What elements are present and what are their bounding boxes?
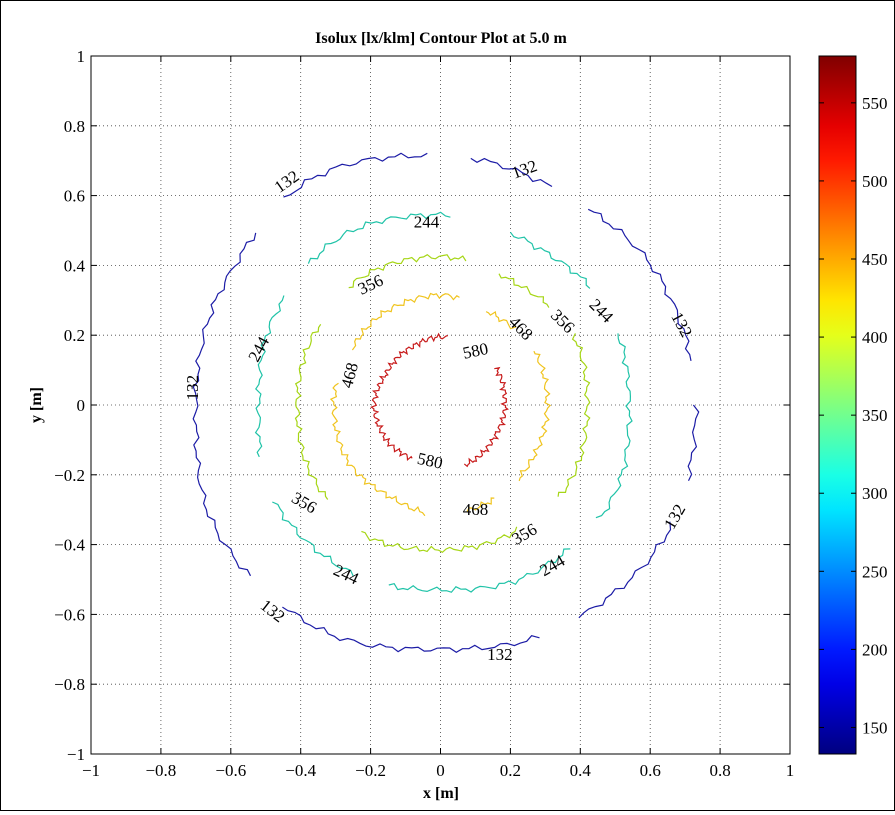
contour-line-468	[518, 350, 552, 482]
contour-line-356	[498, 273, 550, 308]
y-tick-label: 1	[77, 47, 86, 66]
contour-line-468	[351, 292, 460, 351]
y-tick-label: 0.4	[64, 256, 86, 275]
contour-label-132: 132	[183, 375, 202, 401]
contour-line-468	[329, 382, 426, 517]
contour-line-244	[254, 295, 285, 458]
colorbar-tick-label: 500	[862, 172, 888, 191]
contour-label-580: 580	[461, 339, 490, 363]
contour-line-468	[485, 311, 517, 330]
contour-label-580: 580	[416, 449, 445, 473]
x-tick-label: 0.2	[500, 761, 521, 780]
contour-label-244: 244	[414, 212, 440, 231]
x-tick-label: 0	[436, 761, 445, 780]
contour-line-580	[370, 332, 449, 462]
colorbar-tick-label: 200	[862, 640, 888, 659]
contour-line-132	[587, 208, 692, 362]
colorbar-tick-label: 250	[862, 562, 888, 581]
x-tick-label: −0.6	[215, 761, 246, 780]
y-tick-label: 0	[77, 396, 86, 415]
contour-line-132	[192, 232, 257, 577]
chart-title: Isolux [lx/klm] Contour Plot at 5.0 m	[315, 30, 567, 47]
colorbar-tick-label: 350	[862, 406, 888, 425]
x-tick-label: 0.6	[640, 761, 661, 780]
contour-line-244	[595, 333, 633, 519]
colorbar: 150 200 250 300 350 400 450 500 550	[818, 55, 888, 755]
colorbar-tick-label: 550	[862, 94, 888, 113]
contour-line-132	[578, 521, 672, 619]
grid-lines	[91, 56, 790, 754]
y-tick-label: −0.8	[54, 675, 85, 694]
y-tick-label: −0.6	[54, 605, 85, 624]
y-tick-label: 0.6	[64, 187, 85, 206]
colorbar-tick-label: 400	[862, 328, 888, 347]
y-tick-label: 0.8	[64, 117, 85, 136]
colorbar-tick-label: 300	[862, 484, 888, 503]
contour-label-132: 132	[487, 645, 513, 664]
contour-line-244	[388, 548, 571, 593]
contour-line-132	[687, 404, 700, 481]
contour-line-244	[509, 231, 591, 289]
x-axis-label: x [m]	[423, 785, 459, 802]
x-tick-label: 0.4	[570, 761, 592, 780]
colorbar-tick-label: 150	[862, 718, 888, 737]
contour-lines	[192, 152, 700, 654]
y-tick-label: −1	[67, 745, 85, 764]
x-tick-label: −1	[82, 761, 100, 780]
colorbar-gradient	[818, 55, 857, 755]
contour-line-132	[470, 157, 553, 188]
x-tick-label: −0.2	[355, 761, 386, 780]
contour-line-244	[307, 211, 451, 264]
y-tick-label: 0.2	[64, 326, 85, 345]
y-axis-label: y [m]	[28, 387, 45, 423]
contour-label-468: 468	[463, 500, 489, 519]
contour-line-244	[272, 501, 354, 577]
contour-line-356	[361, 526, 518, 554]
contour-line-468	[466, 497, 495, 512]
y-tick-label: −0.2	[54, 466, 85, 485]
contour-line-132	[282, 606, 540, 654]
x-tick-label: −0.4	[285, 761, 316, 780]
contour-line-580	[463, 366, 509, 468]
y-tick-label: −0.4	[54, 536, 85, 555]
contour-line-356	[294, 323, 329, 500]
x-tick-label: −0.8	[145, 761, 176, 780]
contour-line-132	[283, 152, 428, 198]
x-tick-label: 1	[786, 761, 795, 780]
contour-line-356	[348, 253, 467, 289]
axis-ticks: −1 −0.8 −0.6 −0.4 −0.2 0 0.2 0.4 0.6 0.8 1 −1 −0.8 −0…	[54, 47, 794, 780]
colorbar-tick-label: 450	[862, 250, 888, 269]
contour-line-356	[557, 333, 591, 497]
x-tick-label: 0.8	[709, 761, 730, 780]
